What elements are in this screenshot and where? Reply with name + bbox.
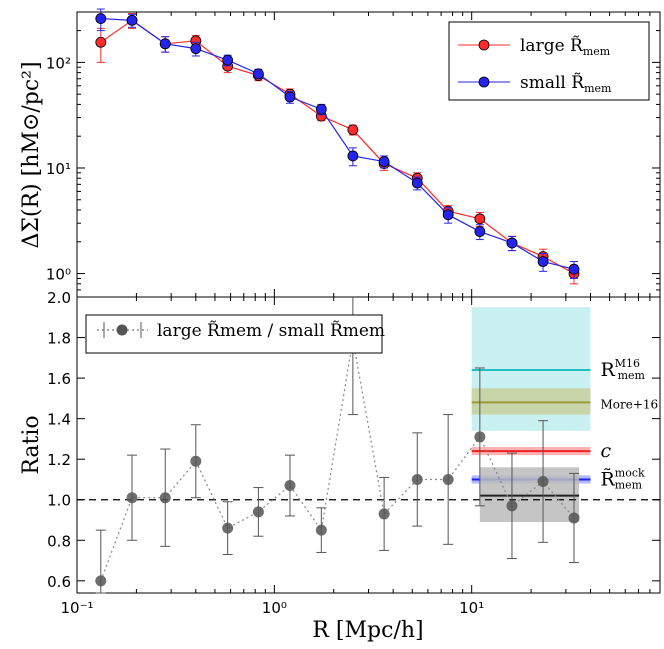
ratio-point	[411, 473, 423, 485]
bottom-ytick-label: 1.6	[47, 370, 71, 388]
data-point	[474, 226, 486, 237]
data-point	[222, 54, 234, 66]
ratio-point	[378, 508, 390, 520]
bottom-xtick-label: 10⁰	[262, 599, 287, 617]
data-point	[159, 38, 171, 50]
series-line-large	[100, 19, 575, 275]
bottom-panel: 0.6 0.8 1.0 1.2 1.4 1.6 1.8 2.0 10⁻¹ 10⁰ 10¹ large…	[19, 289, 661, 643]
bottom-ylabel: Ratio	[19, 415, 44, 474]
bottom-ytick-label: 0.6	[47, 573, 71, 591]
ratio-point	[95, 575, 107, 587]
ratio-point	[568, 512, 580, 524]
legend-small-label: small R̃mem	[520, 73, 612, 95]
top-ytick-label: 10⁰	[46, 266, 71, 284]
top-legend: large R̃mem small R̃mem	[448, 21, 650, 101]
data-point	[568, 263, 580, 275]
data-point	[411, 177, 423, 189]
band-label: RM16 mem	[600, 357, 645, 382]
ratio-point	[252, 506, 264, 518]
band-label: R̃mock mem	[600, 466, 645, 491]
legend-ratio-marker	[116, 324, 128, 336]
bottom-ytick-label: 1.0	[47, 492, 71, 510]
band-fill	[471, 388, 591, 415]
ratio-point	[159, 492, 171, 504]
data-point	[126, 14, 138, 26]
top-ticks: 10⁰ 10¹ 10²	[46, 11, 661, 297]
top-series	[95, 8, 580, 285]
band-fill	[479, 467, 580, 523]
ratio-point	[190, 455, 202, 467]
ratio-point	[222, 522, 234, 534]
data-point	[284, 91, 296, 103]
bottom-ytick-label: 0.8	[47, 532, 71, 550]
legend-large-label: large R̃mem	[520, 36, 611, 58]
top-ylabel: ΔΣ(R) [hM⊙/pc²]	[19, 61, 44, 248]
data-point	[315, 103, 327, 115]
ratio-point	[442, 473, 454, 485]
band-label: c	[600, 440, 611, 462]
ratio-point	[315, 524, 327, 536]
bottom-bands	[471, 307, 591, 523]
data-point	[252, 68, 264, 80]
ratio-line	[100, 339, 575, 582]
bottom-ytick-label: 1.2	[47, 451, 71, 469]
ratio-point	[126, 492, 138, 504]
bottom-legend: large R̃mem / small R̃mem	[85, 314, 385, 354]
legend-large-marker	[478, 39, 490, 51]
bottom-legend-box	[85, 314, 383, 354]
ratio-point	[284, 480, 296, 492]
bottom-ytick-label: 1.8	[47, 330, 71, 348]
legend-small-marker	[478, 76, 490, 88]
data-point	[347, 150, 359, 162]
legend-ratio-label: large R̃mem / small R̃mem	[157, 321, 385, 341]
bottom-xtick-label: 10⁻¹	[60, 599, 93, 617]
data-point	[347, 124, 359, 136]
data-point	[378, 156, 390, 167]
data-point	[474, 213, 486, 225]
data-point	[506, 237, 518, 249]
data-point	[95, 13, 107, 24]
top-panel: 10⁰ 10¹ 10² large R̃mem small R̃mem ΔΣ(R) …	[19, 8, 661, 298]
bottom-xtick-label: 10¹	[459, 599, 484, 617]
data-point	[442, 209, 454, 221]
ratio-point	[474, 431, 486, 443]
bottom-ytick-label: 2.0	[47, 289, 71, 307]
bottom-xlabel: R [Mpc/h]	[312, 618, 423, 643]
band-label: More+16	[600, 397, 658, 411]
data-point	[190, 43, 202, 55]
ratio-point	[537, 475, 549, 487]
bottom-ticks: 0.6 0.8 1.0 1.2 1.4 1.6 1.8 2.0 10⁻¹ 10⁰ 10¹	[47, 289, 661, 617]
top-ytick-label: 10¹	[46, 160, 71, 178]
top-ytick-label: 10²	[46, 54, 71, 72]
series-line-small	[100, 17, 575, 270]
data-point	[537, 256, 549, 267]
ratio-point	[506, 500, 518, 512]
band-labels: RM16 mem More+16 c R̃mock mem	[600, 357, 658, 491]
data-point	[95, 36, 107, 48]
bottom-ytick-label: 1.4	[47, 411, 71, 429]
